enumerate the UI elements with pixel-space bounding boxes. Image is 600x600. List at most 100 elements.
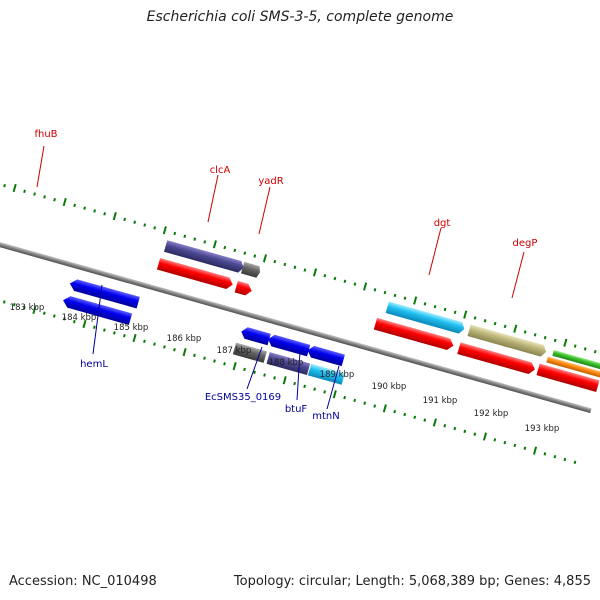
gene-label-yadR[interactable]: yadR — [258, 176, 283, 187]
minor-tick — [333, 276, 337, 281]
minor-tick — [353, 282, 357, 286]
gene-orange[interactable] — [546, 356, 600, 378]
minor-tick — [273, 259, 277, 264]
minor-tick — [12, 303, 16, 307]
scale-label-193: 193 kbp — [525, 424, 560, 434]
minor-tick — [72, 319, 76, 324]
major-tick — [162, 226, 167, 235]
minor-tick — [273, 376, 276, 380]
gene-forward-3[interactable] — [234, 280, 254, 297]
minor-tick — [83, 206, 86, 210]
upper-scale-track — [3, 183, 597, 354]
gene-label-btuF[interactable]: btuF — [285, 404, 308, 415]
minor-tick — [493, 321, 497, 326]
minor-tick — [92, 325, 96, 329]
major-tick — [132, 333, 137, 343]
gene-label-degP[interactable]: degP — [513, 238, 538, 249]
leader-mtnN — [326, 365, 340, 410]
minor-tick — [343, 279, 347, 284]
minor-tick — [283, 262, 287, 267]
scale-label-185: 185 kbp — [114, 323, 149, 333]
gene-dgt[interactable] — [385, 301, 466, 334]
minor-tick — [203, 240, 207, 244]
scale-label-184: 184 kbp — [62, 313, 97, 323]
minor-tick — [303, 268, 307, 272]
minor-tick — [573, 344, 577, 348]
major-tick — [532, 446, 538, 455]
major-tick — [563, 338, 568, 347]
major-tick — [363, 282, 368, 291]
major-tick — [432, 418, 437, 427]
minor-tick — [453, 426, 457, 431]
minor-tick — [62, 317, 66, 321]
minor-tick — [52, 314, 56, 318]
gene-hemL[interactable] — [61, 295, 133, 325]
minor-tick — [293, 381, 296, 386]
gene-reverse-1[interactable] — [240, 326, 271, 346]
scale-label-191: 191 kbp — [423, 396, 458, 406]
gene-forward-6[interactable] — [536, 363, 600, 392]
gene-forward-5[interactable] — [457, 342, 536, 375]
gene-label-EcSMS35_0169[interactable]: EcSMS35_0169 — [205, 392, 281, 403]
gene-degP[interactable] — [467, 324, 548, 357]
major-tick — [312, 268, 318, 277]
gene-yadR[interactable] — [241, 261, 262, 278]
minor-tick — [403, 296, 407, 300]
minor-tick — [233, 248, 237, 253]
minor-tick — [373, 288, 377, 292]
leader-EcSMS35_0169 — [246, 346, 263, 390]
minor-tick — [583, 347, 587, 351]
major-tick — [382, 404, 387, 413]
minor-tick — [533, 333, 537, 337]
minor-tick — [153, 226, 157, 230]
major-tick — [12, 183, 17, 193]
major-tick — [62, 197, 67, 207]
minor-tick — [103, 212, 107, 216]
minor-tick — [363, 401, 367, 405]
leader-clcA — [207, 174, 219, 223]
minor-tick — [93, 209, 97, 213]
minor-tick — [193, 237, 197, 241]
minor-tick — [473, 316, 477, 320]
gene-label-clcA[interactable]: clcA — [210, 165, 231, 176]
scale-label-189: 189 kbp — [320, 370, 355, 380]
genome-title: Escherichia coli SMS-3-5, complete genom… — [146, 9, 454, 25]
gene-reverse-3[interactable] — [306, 345, 345, 367]
gene-green[interactable] — [552, 349, 600, 370]
major-tick — [282, 376, 287, 385]
minor-tick — [323, 273, 327, 278]
minor-tick — [303, 384, 306, 389]
gene-label-fhuB[interactable]: fhuB — [34, 129, 57, 140]
gene-label-hemL[interactable]: hemL — [80, 359, 108, 370]
leader-dgt — [428, 227, 442, 276]
minor-tick — [453, 310, 457, 315]
leader-yadR — [258, 186, 271, 235]
minor-tick — [43, 195, 46, 199]
gene-forward-2[interactable] — [156, 257, 234, 290]
minor-tick — [433, 304, 437, 309]
minor-tick — [443, 307, 447, 312]
minor-tick — [323, 390, 327, 394]
minor-tick — [243, 367, 246, 372]
major-tick — [463, 310, 468, 319]
gene-label-mtnN[interactable]: mtnN — [312, 411, 339, 422]
major-tick — [232, 362, 237, 371]
minor-tick — [493, 438, 497, 442]
gene-hemL-upper[interactable] — [68, 278, 140, 309]
minor-tick — [103, 328, 106, 332]
genome-backbone — [0, 213, 592, 414]
minor-tick — [133, 220, 137, 224]
minor-tick — [313, 387, 317, 391]
minor-tick — [383, 290, 387, 295]
minor-tick — [443, 424, 447, 428]
accession-label: Accession: NC_010498 — [9, 574, 157, 589]
minor-tick — [263, 373, 266, 377]
gene-clcA[interactable] — [163, 240, 245, 273]
leader-btuF — [296, 351, 301, 401]
minor-tick — [53, 198, 56, 202]
minor-tick — [293, 265, 297, 269]
gene-forward-4[interactable] — [373, 317, 455, 351]
gene-reverse-2[interactable] — [267, 333, 311, 357]
gene-label-dgt[interactable]: dgt — [434, 218, 451, 229]
